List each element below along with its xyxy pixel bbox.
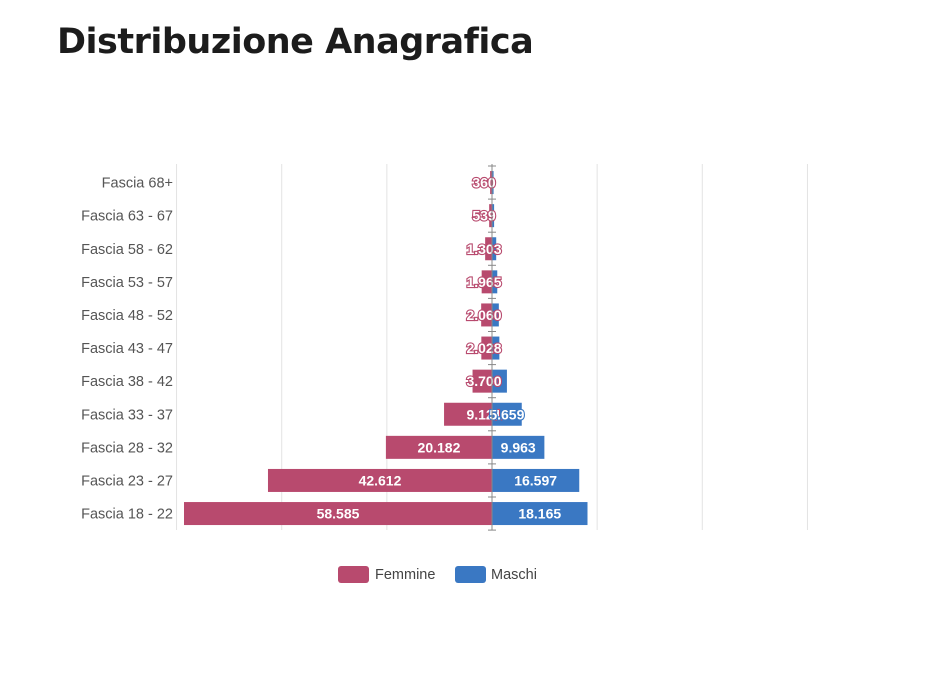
bar-maschi[interactable] — [492, 435, 545, 459]
page-title: Distribuzione Anagrafica — [57, 22, 534, 62]
value-label-maschi: 18.165 — [518, 506, 561, 522]
value-label-femmine: 2.028 — [466, 340, 501, 356]
value-label-femmine: 539 — [472, 208, 496, 224]
bar-femmine[interactable] — [481, 270, 492, 294]
category-label: Fascia 58 - 62 — [81, 242, 173, 258]
zero-axis — [488, 164, 496, 531]
category-label: Fascia 48 - 52 — [81, 308, 173, 324]
value-label-maschi: 5.659 — [489, 406, 524, 422]
category-label: Fascia 33 - 37 — [81, 407, 173, 423]
legend[interactable]: Femmine Maschi — [338, 566, 537, 583]
bar-maschi[interactable] — [492, 270, 498, 294]
bar-maschi[interactable] — [492, 402, 522, 426]
category-label: Fascia 28 - 32 — [81, 440, 173, 456]
bar-femmine[interactable] — [481, 303, 492, 327]
legend-swatch[interactable] — [338, 566, 369, 583]
bar-maschi[interactable] — [492, 237, 497, 261]
category-labels: Fascia 68+ Fascia 63 - 67 Fascia 58 - 62 Fa… — [81, 176, 173, 523]
value-label-femmine: 2.060 — [466, 307, 501, 323]
value-label-femmine: 9.121 — [466, 406, 501, 422]
legend-label[interactable]: Maschi — [491, 567, 537, 583]
value-label-femmine: 3.700 — [466, 373, 501, 389]
value-label-femmine: 1.965 — [466, 274, 501, 290]
value-label-femmine: 20.182 — [418, 439, 461, 455]
category-label: Fascia 23 - 27 — [81, 473, 173, 489]
category-label: Fascia 68+ — [102, 176, 173, 192]
value-label-femmine: 360 — [472, 175, 496, 191]
bar-maschi[interactable] — [492, 303, 499, 327]
category-label: Fascia 63 - 67 — [81, 209, 173, 225]
bar-femmine[interactable] — [490, 171, 492, 195]
category-label: Fascia 43 - 47 — [81, 341, 173, 357]
bar-femmine[interactable] — [184, 502, 492, 526]
value-label-femmine: 1.303 — [466, 241, 501, 257]
bars — [184, 171, 588, 526]
bar-femmine[interactable] — [444, 402, 492, 426]
legend-swatch[interactable] — [455, 566, 486, 583]
bar-maschi[interactable] — [492, 171, 494, 195]
value-labels: 360 539 1.303 1.965 2.060 2.028 3.700 9.1215.65… — [317, 173, 562, 522]
bar-maschi[interactable] — [492, 468, 580, 492]
bar-maschi[interactable] — [492, 369, 507, 393]
bar-femmine[interactable] — [485, 237, 492, 261]
bar-femmine[interactable] — [481, 336, 492, 360]
category-label: Fascia 53 - 57 — [81, 275, 173, 291]
legend-label[interactable]: Femmine — [375, 567, 435, 583]
value-label-femmine: 58.585 — [317, 506, 360, 522]
bar-maschi[interactable] — [492, 204, 495, 228]
value-label-femmine: 42.612 — [359, 472, 402, 488]
value-label-maschi: 9.963 — [501, 439, 536, 455]
bar-femmine[interactable] — [385, 435, 492, 459]
value-label-maschi: 16.597 — [514, 472, 557, 488]
category-label: Fascia 18 - 22 — [81, 507, 173, 523]
category-label: Fascia 38 - 42 — [81, 374, 173, 390]
bar-maschi[interactable] — [492, 336, 500, 360]
bar-femmine[interactable] — [489, 204, 492, 228]
bar-maschi[interactable] — [492, 502, 588, 526]
bar-femmine[interactable] — [267, 468, 492, 492]
bar-femmine[interactable] — [472, 369, 492, 393]
